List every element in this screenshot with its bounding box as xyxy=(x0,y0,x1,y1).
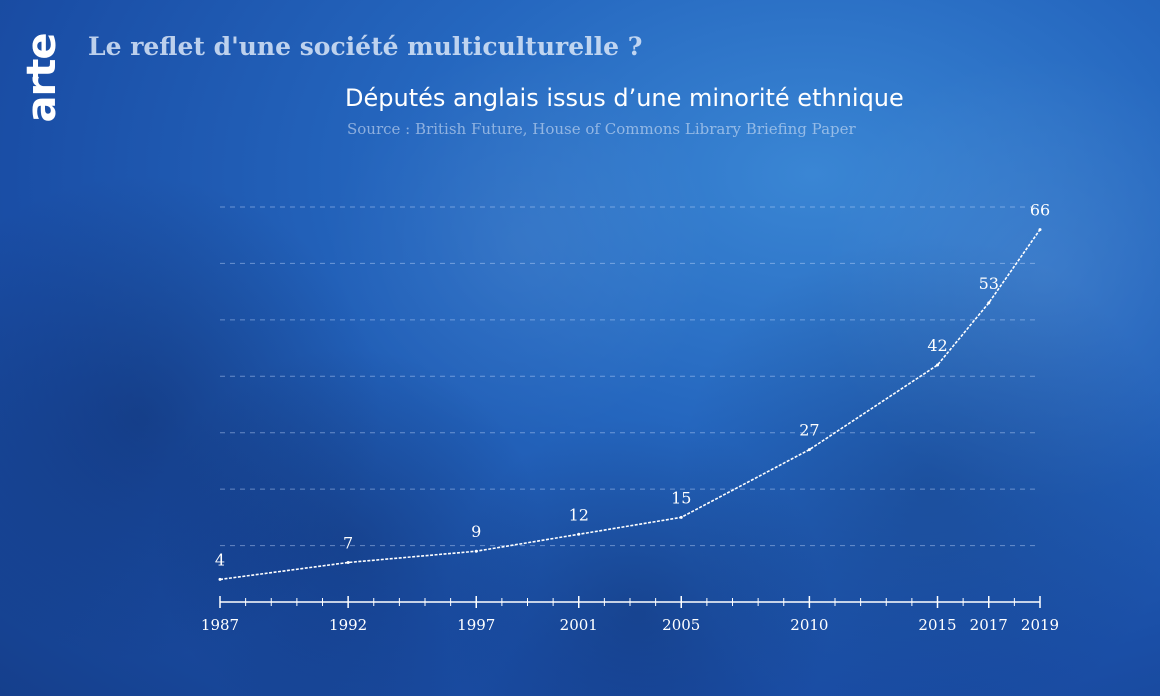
data-point xyxy=(936,363,939,367)
x-tick-label: 2015 xyxy=(918,616,956,634)
data-label: 9 xyxy=(471,522,481,541)
data-point xyxy=(987,301,991,305)
x-tick-label: 2001 xyxy=(560,616,598,634)
data-label: 53 xyxy=(979,274,999,293)
data-label: 4 xyxy=(215,550,225,569)
data-point xyxy=(577,532,581,536)
x-tick-label: 2010 xyxy=(790,616,828,634)
data-label: 7 xyxy=(343,534,353,553)
data-label: 27 xyxy=(799,421,819,440)
headline: Le reflet d'une société multiculturelle … xyxy=(88,32,643,61)
chart-source: Source : British Future, House of Common… xyxy=(347,120,856,138)
data-label: 42 xyxy=(927,336,947,355)
data-label: 12 xyxy=(569,505,589,524)
series-line xyxy=(219,229,1041,581)
x-tick-label: 1987 xyxy=(201,616,239,634)
data-point xyxy=(474,549,478,553)
x-tick-label: 1997 xyxy=(457,616,495,634)
chart-grid xyxy=(220,206,1040,547)
data-point xyxy=(679,515,683,519)
x-tick-label: 2005 xyxy=(662,616,700,634)
data-point xyxy=(807,448,811,452)
data-label: 66 xyxy=(1030,201,1050,220)
x-tick-label: 2017 xyxy=(970,616,1008,634)
chart-title: Députés anglais issus d’une minorité eth… xyxy=(345,84,904,112)
data-point xyxy=(218,577,222,581)
x-tick-label: 2019 xyxy=(1021,616,1059,634)
chart-series xyxy=(218,228,1042,581)
x-tick-label: 1992 xyxy=(329,616,367,634)
data-label: 15 xyxy=(671,488,691,507)
data-point xyxy=(346,561,350,564)
data-point xyxy=(1038,228,1042,232)
chart-labels: 4 7 9 12 15 27 42 53 66 xyxy=(215,201,1050,570)
x-axis: 1987 1992 1997 2001 2005 2010 2015 2017 2019 xyxy=(201,596,1059,634)
